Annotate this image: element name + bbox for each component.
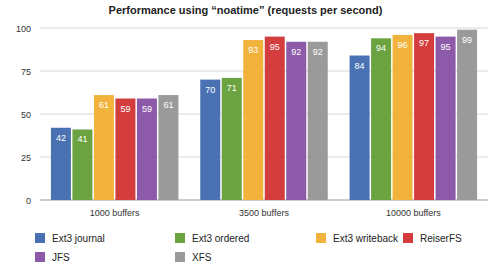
data-label: 59: [120, 104, 130, 114]
data-label: 95: [441, 42, 451, 52]
data-label: 94: [376, 43, 386, 53]
data-label: 59: [142, 104, 152, 114]
data-label: 84: [355, 61, 365, 71]
x-tick-label: 1000 buffers: [90, 208, 140, 218]
bar: [265, 37, 285, 200]
bar: [393, 35, 413, 200]
legend-label: XFS: [192, 252, 212, 263]
y-tick-label: 0: [26, 196, 31, 206]
legend-swatch: [175, 233, 185, 243]
data-label: 95: [270, 42, 280, 52]
bar: [222, 78, 242, 200]
bar: [414, 33, 434, 200]
legend-label: Ext3 writeback: [333, 233, 399, 244]
bar: [115, 99, 135, 200]
legend-swatch: [35, 233, 45, 243]
x-tick-label: 10000 buffers: [386, 208, 441, 218]
bar: [94, 95, 114, 200]
bar: [371, 38, 391, 200]
data-label: 41: [77, 134, 87, 144]
legend-swatch: [35, 252, 45, 262]
data-label: 61: [163, 100, 173, 110]
data-label: 70: [205, 85, 215, 95]
legend-swatch: [403, 233, 413, 243]
bar: [158, 95, 178, 200]
x-tick-label: 3500 buffers: [239, 208, 289, 218]
legend-swatch: [316, 233, 326, 243]
data-label: 71: [227, 83, 237, 93]
bars: [51, 30, 477, 200]
legend-label: ReiserFS: [420, 233, 462, 244]
y-tick-label: 100: [16, 24, 31, 34]
data-label: 92: [313, 47, 323, 57]
data-label: 99: [462, 35, 472, 45]
data-label: 61: [99, 100, 109, 110]
bar: [51, 128, 71, 200]
y-tick-label: 25: [21, 153, 31, 163]
title: Performance using “noatime” (requests pe…: [109, 4, 383, 16]
bar: [457, 30, 477, 200]
data-label: 42: [56, 133, 66, 143]
data-label: 96: [398, 40, 408, 50]
legend-label: JFS: [52, 252, 70, 263]
y-tick-label: 50: [21, 110, 31, 120]
bar: [200, 80, 220, 200]
data-labels: 42 41 61 59 59 61 70 71 93 95 92 92 84 94 96 97 95 99: [56, 35, 472, 145]
bar: [286, 42, 306, 200]
bar: [72, 129, 92, 200]
bar: [350, 56, 370, 200]
y-tick-label: 75: [21, 67, 31, 77]
legend-label: Ext3 journal: [52, 233, 105, 244]
bar: [243, 40, 263, 200]
legend-label: Ext3 ordered: [192, 233, 249, 244]
legend-swatch: [175, 252, 185, 262]
grid-line: [40, 28, 488, 29]
data-label: 97: [419, 38, 429, 48]
bar: [436, 37, 456, 200]
bar: [137, 99, 157, 200]
data-label: 93: [248, 45, 258, 55]
data-label: 92: [291, 47, 301, 57]
bar: [308, 42, 328, 200]
